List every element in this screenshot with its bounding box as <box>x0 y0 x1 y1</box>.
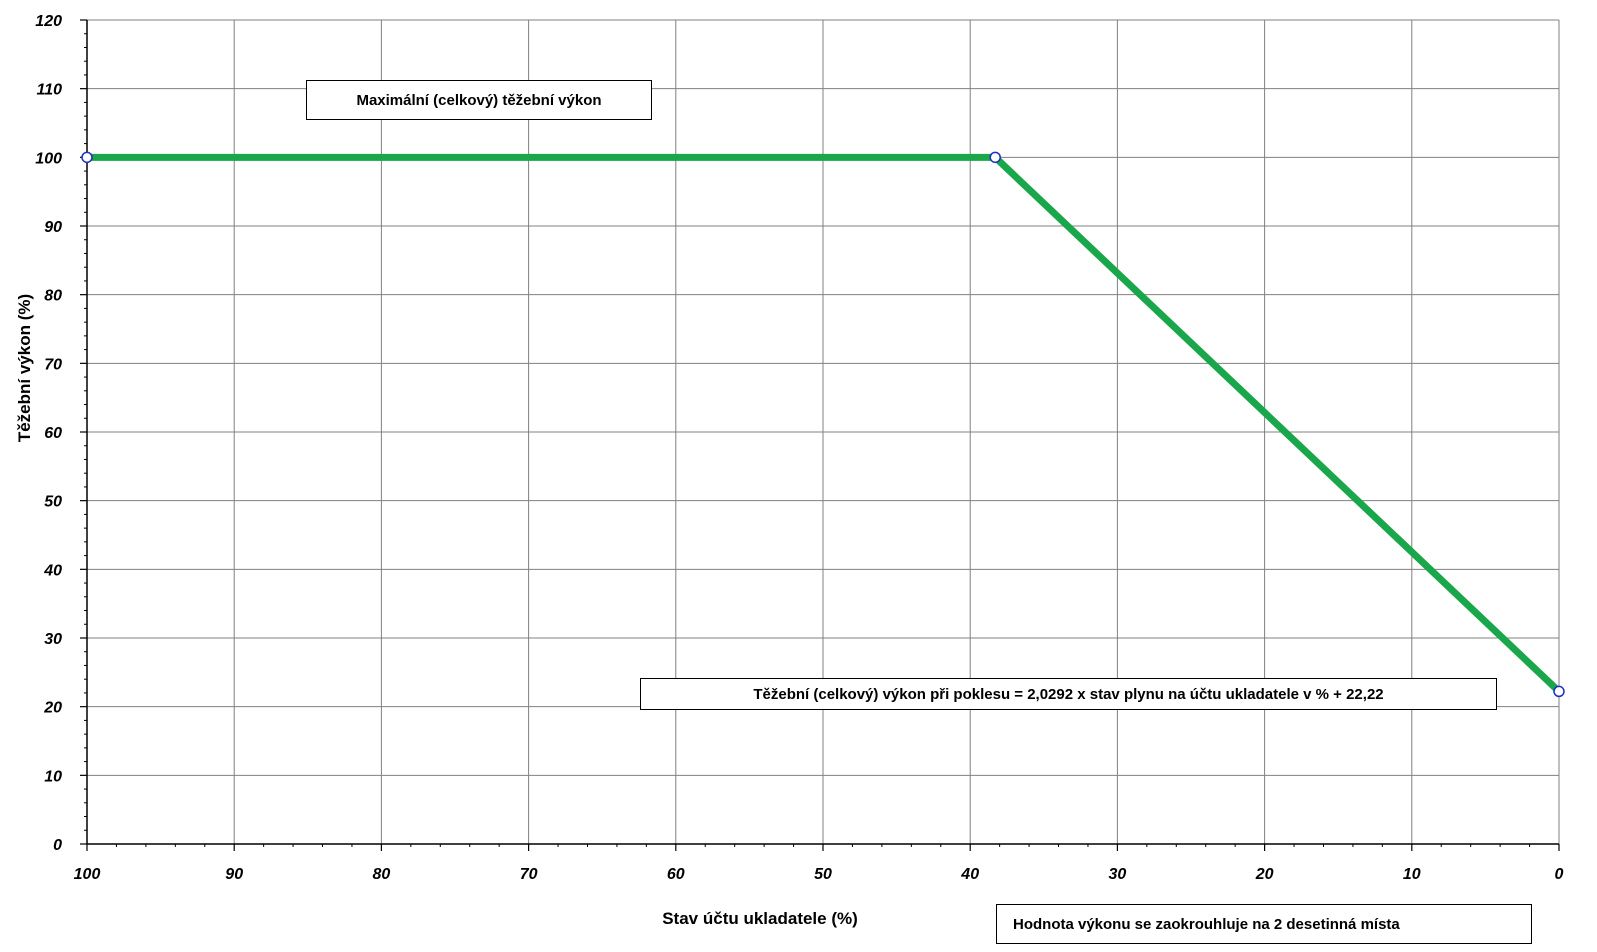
y-tick-label: 110 <box>36 82 62 99</box>
x-tick-label: 80 <box>373 866 391 883</box>
x-tick-label: 0 <box>1555 866 1564 883</box>
x-tick-label: 20 <box>1255 866 1274 883</box>
data-point-marker <box>989 151 1001 164</box>
y-tick-label: 100 <box>35 150 62 167</box>
y-tick-label: 90 <box>44 219 62 236</box>
annotation-formula: Těžební (celkový) výkon při poklesu = 2,… <box>640 678 1497 710</box>
y-tick-label: 20 <box>43 700 62 717</box>
y-tick-labels: 0 10 20 30 40 50 60 70 80 90 100 110 120 <box>35 13 62 854</box>
x-tick-labels: 100 90 80 70 60 50 40 30 20 10 0 <box>74 866 1564 883</box>
y-axis-title: Těžební výkon (%) <box>15 294 34 442</box>
axes <box>80 19 1560 851</box>
x-tick-label: 30 <box>1109 866 1127 883</box>
data-point-marker <box>81 151 93 164</box>
y-tick-label: 40 <box>43 562 62 579</box>
grid-lines <box>87 19 1560 844</box>
y-tick-label: 10 <box>44 768 62 785</box>
y-tick-label: 60 <box>44 425 62 442</box>
x-tick-label: 100 <box>74 866 101 883</box>
annotation-rounding: Hodnota výkonu se zaokrouhluje na 2 dese… <box>996 904 1532 944</box>
y-tick-label: 80 <box>44 288 62 305</box>
x-tick-label: 40 <box>960 866 979 883</box>
data-point-marker <box>1553 685 1565 698</box>
x-tick-label: 70 <box>520 866 538 883</box>
series-layer <box>81 151 1565 698</box>
x-axis-title: Stav účtu ukladatele (%) <box>662 909 858 928</box>
annotation-max-output: Maximální (celkový) těžební výkon <box>306 80 652 120</box>
x-tick-label: 90 <box>225 866 243 883</box>
y-tick-label: 0 <box>53 837 62 854</box>
y-tick-label: 50 <box>44 494 62 511</box>
x-tick-label: 10 <box>1403 866 1421 883</box>
x-tick-label: 50 <box>814 866 832 883</box>
x-tick-label: 60 <box>667 866 685 883</box>
y-tick-label: 30 <box>44 631 62 648</box>
y-tick-label: 70 <box>44 356 62 373</box>
y-tick-label: 120 <box>35 13 62 30</box>
